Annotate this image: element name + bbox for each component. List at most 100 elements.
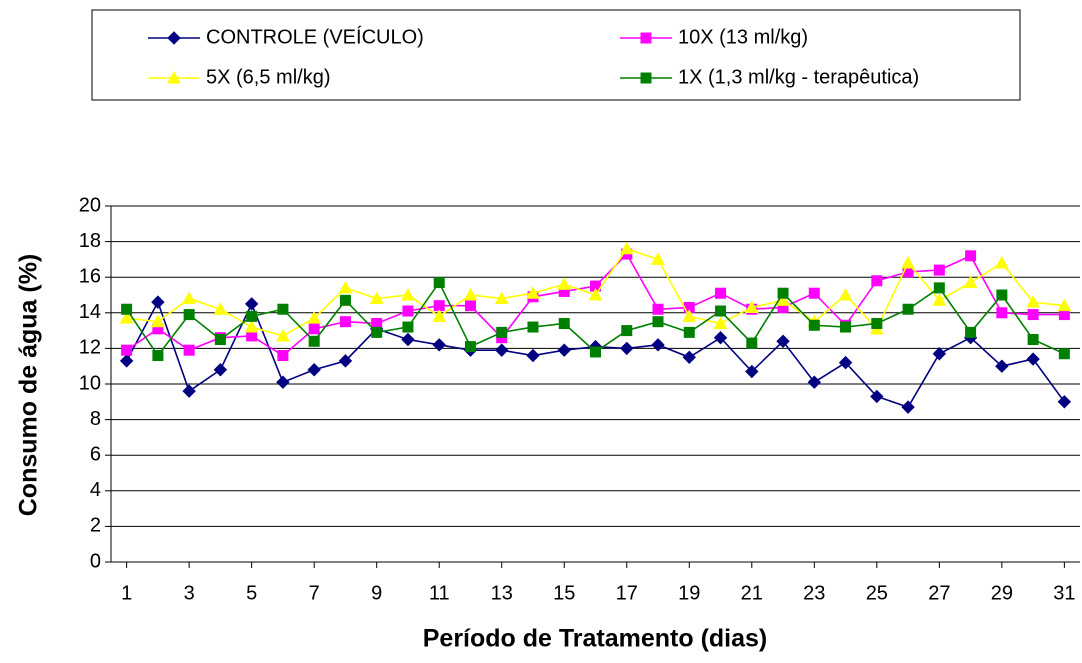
x-tick-label: 23 <box>803 582 825 604</box>
y-tick-label: 4 <box>90 479 101 501</box>
marker <box>339 316 351 328</box>
x-tick-label: 29 <box>991 582 1013 604</box>
marker <box>682 309 697 322</box>
marker <box>995 255 1009 269</box>
x-tick-label: 13 <box>491 582 513 604</box>
marker <box>933 282 945 294</box>
marker <box>167 70 181 84</box>
marker <box>432 338 446 352</box>
marker <box>338 280 353 294</box>
marker <box>871 317 883 329</box>
marker <box>1026 295 1040 308</box>
marker <box>527 321 539 333</box>
marker <box>963 275 978 289</box>
marker <box>557 277 572 290</box>
x-tick-label: 5 <box>246 582 257 604</box>
marker <box>464 300 476 312</box>
y-tick-label: 16 <box>79 265 101 287</box>
x-tick-label: 11 <box>429 582 450 604</box>
y-axis-title: Consumo de água (%) <box>15 254 43 517</box>
y-tick-label: 6 <box>90 443 101 465</box>
legend-label: 5X (6,5 ml/kg) <box>206 66 330 88</box>
marker <box>871 275 883 287</box>
marker <box>715 305 727 317</box>
marker <box>557 343 571 357</box>
y-tick-label: 0 <box>90 550 101 572</box>
marker <box>433 300 445 312</box>
marker <box>119 354 134 368</box>
marker <box>995 359 1009 373</box>
x-tick-label: 27 <box>928 582 950 604</box>
x-tick-label: 17 <box>616 582 638 604</box>
marker <box>808 319 820 331</box>
marker <box>652 303 664 315</box>
marker <box>621 325 633 337</box>
marker <box>371 326 383 338</box>
marker <box>745 364 759 379</box>
x-tick-label: 25 <box>866 582 888 604</box>
y-tick-label: 18 <box>79 230 101 252</box>
marker <box>776 293 790 306</box>
marker <box>151 314 165 328</box>
marker <box>744 300 759 313</box>
marker <box>308 335 320 347</box>
marker <box>682 350 696 365</box>
legend-box <box>91 9 1021 101</box>
marker <box>1027 334 1039 345</box>
marker <box>244 319 259 333</box>
y-tick-label: 8 <box>90 408 101 430</box>
x-axis-title: Período de Tratamento (dias) <box>423 625 768 653</box>
x-tick-label: 21 <box>741 582 763 604</box>
marker <box>276 375 290 389</box>
marker <box>119 311 134 324</box>
marker <box>558 317 570 329</box>
marker <box>433 277 445 289</box>
marker <box>276 328 290 342</box>
x-tick-label: 9 <box>371 582 382 604</box>
marker <box>651 338 665 352</box>
marker <box>640 32 652 44</box>
marker <box>213 302 228 315</box>
marker <box>338 354 353 368</box>
marker <box>151 295 165 309</box>
marker <box>183 344 195 356</box>
marker <box>369 291 384 305</box>
marker <box>651 252 665 265</box>
marker <box>464 341 476 353</box>
marker <box>932 293 947 306</box>
marker <box>713 331 728 345</box>
marker <box>121 303 133 315</box>
marker <box>526 348 540 363</box>
marker <box>1057 298 1072 312</box>
marker <box>183 309 195 321</box>
marker <box>152 350 164 362</box>
marker <box>965 250 977 262</box>
marker <box>494 291 509 305</box>
y-tick-label: 2 <box>90 515 101 537</box>
marker <box>432 309 447 322</box>
x-tick-label: 7 <box>309 582 320 604</box>
marker <box>246 310 258 322</box>
marker <box>996 289 1008 301</box>
marker <box>496 326 508 338</box>
marker <box>495 343 509 357</box>
marker <box>182 291 196 305</box>
marker <box>1058 348 1070 360</box>
marker <box>932 347 947 361</box>
marker <box>307 311 322 324</box>
marker <box>182 384 196 398</box>
legend-label: 10X (13 ml/kg) <box>678 26 808 48</box>
marker <box>277 303 289 315</box>
marker <box>244 297 259 311</box>
y-tick-label: 14 <box>79 301 101 323</box>
marker <box>463 287 478 301</box>
legend-label: 1X (1,3 ml/kg - terapêutica) <box>678 66 919 88</box>
marker <box>339 294 351 306</box>
marker <box>776 334 790 348</box>
marker <box>213 363 228 377</box>
marker <box>838 355 853 370</box>
marker <box>526 286 540 299</box>
marker <box>1026 352 1040 366</box>
